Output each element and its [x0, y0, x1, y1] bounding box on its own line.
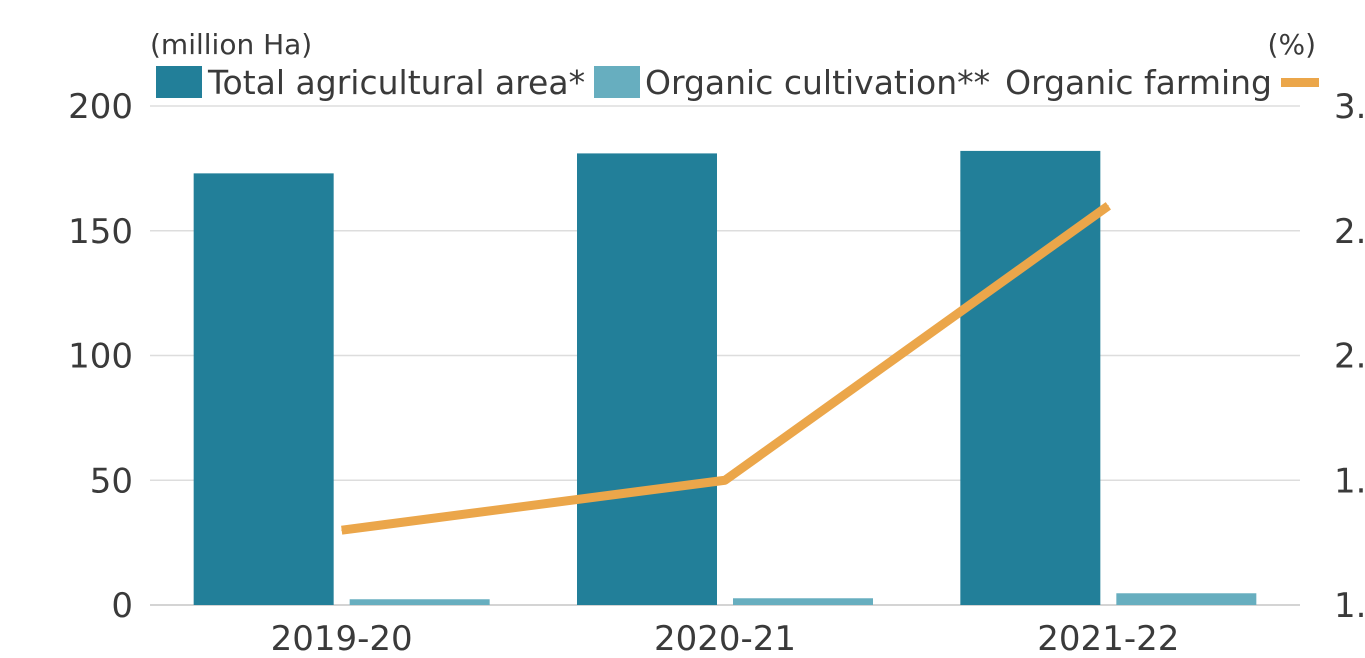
legend-swatch-organic-farming: [1281, 78, 1319, 87]
left-axis-unit: (million Ha): [150, 28, 312, 61]
x-tick-label: 2019-20: [271, 619, 413, 658]
legend-swatch-total-agricultural-area: [156, 66, 202, 98]
right-axis-unit: (%): [1268, 28, 1316, 61]
right-tick-label: 3.0: [1334, 87, 1365, 127]
right-tick-label: 2.0: [1334, 337, 1365, 377]
left-tick-label: 50: [90, 461, 133, 501]
left-tick-label: 200: [68, 87, 133, 127]
left-tick-label: 100: [68, 337, 133, 377]
bar-total-agricultural-area-2019-20: [193, 173, 334, 606]
right-tick-label: 1.0: [1334, 586, 1365, 626]
line-series: [341, 202, 1111, 535]
bar-total-agricultural-area-2020-21: [577, 153, 717, 605]
legend-label-organic-cultivation: Organic cultivation**: [645, 63, 990, 102]
bars: [193, 150, 1257, 606]
bar-organic-cultivation-2019-20: [349, 599, 490, 605]
x-tick-label: 2020-21: [654, 619, 796, 658]
right-tick-label: 2.5: [1334, 212, 1365, 252]
left-tick-label: 0: [111, 586, 133, 626]
legend: Total agricultural area* Organic cultivat…: [156, 63, 1319, 102]
bar-organic-cultivation-2020-21: [733, 598, 873, 605]
line-point-2020-21: [724, 479, 726, 481]
line-point-2019-20: [341, 529, 343, 531]
x-tick-label: 2021-22: [1037, 619, 1179, 658]
bar-organic-cultivation-2021-22: [1116, 593, 1257, 605]
grid-lines: [150, 105, 1300, 606]
legend-swatch-organic-cultivation: [594, 66, 640, 98]
legend-label-organic-farming: Organic farming: [1005, 63, 1272, 102]
line-point-2021-22: [1107, 205, 1109, 207]
right-tick-label: 1.5: [1334, 461, 1365, 501]
axes: (million Ha) (%) 0 50 100 150 200 1.0 1.5 2.0 2.…: [68, 28, 1365, 658]
bar-total-agricultural-area-2021-22: [960, 150, 1101, 605]
left-tick-label: 150: [68, 212, 133, 252]
legend-label-total-agricultural-area: Total agricultural area*: [207, 63, 585, 102]
